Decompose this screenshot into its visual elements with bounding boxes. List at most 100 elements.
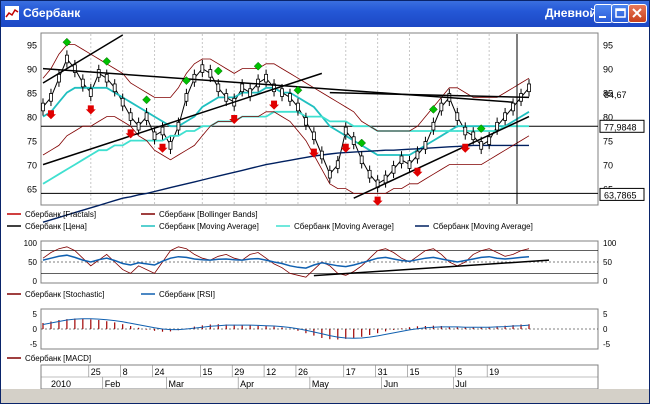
price-series-line-2 xyxy=(42,110,529,185)
horizontal-scrollbar[interactable] xyxy=(1,389,649,403)
title-bar[interactable]: Сбербанк Дневной xyxy=(1,1,649,27)
price-candle-body xyxy=(335,160,340,169)
fractal-up-marker xyxy=(476,124,486,133)
price-candle-body xyxy=(487,136,492,145)
price-tick-left-65: 65 xyxy=(27,185,37,195)
osc-tick-left: 50 xyxy=(28,258,37,267)
osc-legend-entry: Сбербанк [RSI] xyxy=(159,290,215,299)
window-title: Сбербанк xyxy=(23,6,81,20)
price-candle-body xyxy=(359,155,364,165)
price-candle-body xyxy=(256,78,261,88)
fractal-down-marker xyxy=(125,129,136,139)
price-candle-body xyxy=(152,131,157,141)
minimize-icon xyxy=(599,16,606,18)
macd-tick-right: 5 xyxy=(603,310,608,319)
price-tick-right-70: 70 xyxy=(603,161,613,171)
price-candle-body xyxy=(112,83,117,93)
fractal-up-marker xyxy=(102,57,112,66)
price-candle-body xyxy=(136,121,141,131)
price-candle-body xyxy=(176,121,181,131)
osc-tick-right: 100 xyxy=(603,239,617,248)
price-candle-body xyxy=(407,160,412,169)
price-candle-body xyxy=(57,73,61,83)
price-candle-body xyxy=(343,126,348,136)
price-label: 84,67 xyxy=(604,90,627,100)
fractal-up-marker xyxy=(429,105,438,114)
period-label: Дневной xyxy=(545,6,597,20)
price-tick-left-85: 85 xyxy=(27,89,37,99)
day-label: 15 xyxy=(202,367,212,377)
close-button[interactable] xyxy=(628,4,647,23)
maximize-icon xyxy=(615,8,626,18)
price-trendline xyxy=(42,72,323,166)
price-candle-body xyxy=(200,64,205,73)
fractal-up-marker xyxy=(182,76,191,85)
legend-entry: Сбербанк [Moving Average] xyxy=(433,222,533,231)
price-tick-left-95: 95 xyxy=(27,41,37,51)
price-label-box xyxy=(599,187,645,201)
fractal-down-marker xyxy=(308,148,319,158)
osc-tick-right: 50 xyxy=(603,258,612,267)
price-candle-body xyxy=(80,78,85,88)
fractal-down-marker xyxy=(229,115,240,124)
price-candle-body xyxy=(527,83,531,93)
macd-tick-left: 0 xyxy=(33,325,38,334)
fractal-up-marker xyxy=(213,66,223,76)
price-candle-body xyxy=(495,121,500,131)
price-series-line-3 xyxy=(42,144,529,223)
legend-entry: Сбербанк [Moving Average] xyxy=(159,222,259,231)
price-label: 63,7865 xyxy=(604,190,637,200)
price-candle-body xyxy=(455,112,460,121)
price-candle-body xyxy=(415,150,420,160)
fractal-down-marker xyxy=(45,110,56,120)
price-candle-body xyxy=(351,136,356,145)
price-tick-right-95: 95 xyxy=(603,41,613,51)
legend-entry: Сбербанк [Fractals] xyxy=(25,210,96,219)
price-candle-body xyxy=(128,112,133,121)
fractal-down-marker xyxy=(85,105,96,115)
price-candle-body xyxy=(65,54,69,64)
day-label: 5 xyxy=(457,367,462,377)
price-trendline xyxy=(329,91,530,99)
osc-tick-left: 0 xyxy=(33,277,38,286)
price-candle-body xyxy=(463,126,468,136)
legend-entry: Сбербанк [Цена] xyxy=(25,222,87,231)
fractal-up-marker xyxy=(142,95,151,105)
fractal-down-marker xyxy=(460,143,471,153)
price-panel xyxy=(40,32,599,206)
price-candle-body xyxy=(439,102,444,112)
fractal-up-marker xyxy=(62,37,72,47)
price-trendline xyxy=(42,67,514,103)
chart-app-icon xyxy=(5,6,19,20)
price-candle-body xyxy=(216,83,221,93)
price-label-box xyxy=(599,119,645,133)
price-candle-body xyxy=(431,121,436,131)
day-label: 15 xyxy=(409,367,419,377)
osc-legend-entry: Сбербанк [Stochastic] xyxy=(25,290,105,299)
fractal-up-marker xyxy=(357,138,367,148)
day-label: 19 xyxy=(489,367,499,377)
price-candle-body xyxy=(88,88,93,97)
fractal-up-marker xyxy=(293,85,303,95)
price-candle-body xyxy=(72,64,77,73)
price-candle-body xyxy=(248,88,253,97)
price-tick-right-90: 90 xyxy=(603,65,613,75)
price-candle-body xyxy=(184,93,189,102)
fractal-down-marker xyxy=(157,143,168,153)
price-trendline xyxy=(353,115,530,199)
price-candle-body xyxy=(311,131,316,141)
legend-entry: Сбербанк [Bollinger Bands] xyxy=(159,210,258,219)
fractal-up-marker xyxy=(253,61,263,71)
price-candle-body xyxy=(49,93,53,102)
osc-series-line-1 xyxy=(42,254,530,269)
day-label: 26 xyxy=(298,367,308,377)
fractal-down-marker xyxy=(372,196,383,206)
osc-tick-left: 100 xyxy=(24,239,38,248)
price-candle-body xyxy=(367,169,372,179)
day-label: 31 xyxy=(378,367,388,377)
price-candle-body xyxy=(104,73,109,83)
price-tick-right-85: 85 xyxy=(603,89,613,99)
macd-tick-right: 0 xyxy=(603,325,608,334)
